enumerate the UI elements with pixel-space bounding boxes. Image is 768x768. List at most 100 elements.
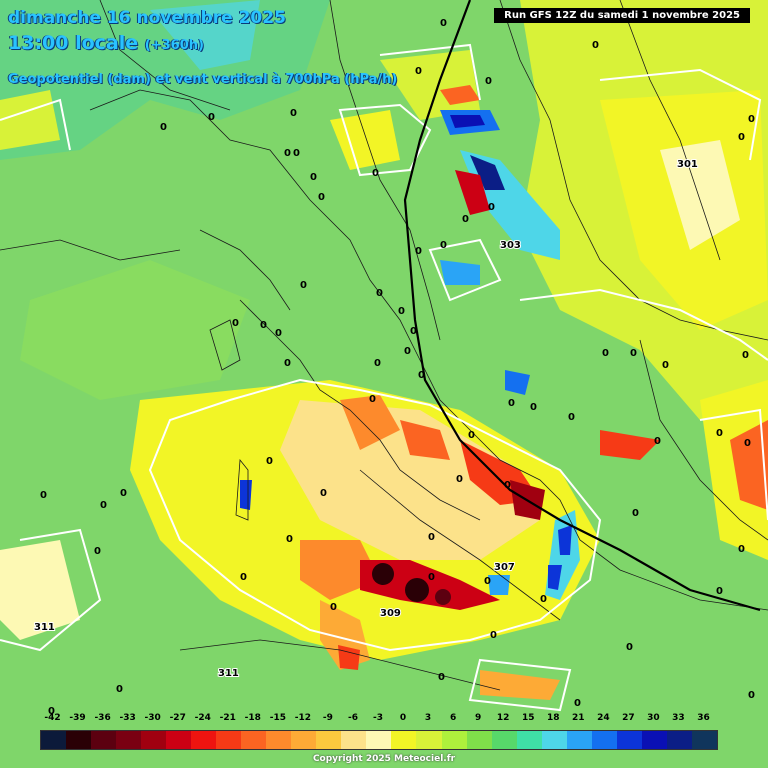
legend-color-cell — [416, 731, 442, 749]
legend-color-cell — [666, 731, 692, 749]
legend-color-cell — [341, 731, 367, 749]
zero-label: 0 — [160, 122, 167, 133]
zero-label: 0 — [742, 350, 749, 361]
zero-label: 0 — [568, 412, 575, 423]
legend-tick-label: -39 — [69, 713, 86, 723]
zero-label: 0 — [284, 148, 291, 159]
zero-label: 0 — [404, 346, 411, 357]
zero-label: 0 — [738, 132, 745, 143]
legend-color-cell — [216, 731, 242, 749]
legend-tick-label: 18 — [546, 713, 560, 723]
zero-label: 0 — [415, 66, 422, 77]
legend-tick-label: 21 — [572, 713, 585, 723]
zero-label: 0 — [592, 40, 599, 51]
forecast-date: dimanche 16 novembre 2025 — [8, 8, 286, 28]
legend-color-cell — [191, 731, 217, 749]
zero-label: 0 — [508, 398, 515, 409]
legend-color-cell — [691, 731, 717, 749]
zero-label: 0 — [290, 108, 297, 119]
zero-label: 0 — [540, 594, 547, 605]
zero-label: 0 — [310, 172, 317, 183]
legend-tick-label: 9 — [475, 713, 482, 723]
zero-label: 0 — [232, 318, 239, 329]
legend-tick-label: 0 — [399, 713, 407, 723]
legend-color-cell — [366, 731, 392, 749]
legend-color-cell — [116, 731, 142, 749]
zero-label: 0 — [744, 438, 751, 449]
zero-label: 0 — [100, 500, 107, 511]
legend-tick-label: -24 — [194, 713, 211, 723]
legend-tick-label: -15 — [269, 713, 286, 723]
legend-color-cell — [591, 731, 617, 749]
zero-label: 0 — [300, 280, 307, 291]
legend-color-cell — [541, 731, 567, 749]
legend-color-cell — [616, 731, 642, 749]
legend-tick-label: 36 — [697, 713, 710, 723]
zero-label: 0 — [574, 698, 581, 709]
zero-label: 0 — [398, 306, 405, 317]
zero-label: 0 — [284, 358, 291, 369]
zero-label: 0 — [462, 214, 469, 225]
zero-label: 0 — [428, 532, 435, 543]
zero-label: 0 — [275, 328, 282, 339]
run-badge: Run GFS 12Z du samedi 1 novembre 2025 — [494, 8, 750, 23]
color-legend: -42 -39 -36 -33 -30 -27 -24 -21 -18 -15 -12 -9 -6 -3 0… — [40, 713, 718, 751]
legend-tick-label: 27 — [622, 713, 635, 723]
legend-tick-label: -9 — [322, 713, 333, 723]
geopotential-label: 303 — [500, 240, 521, 251]
legend-tick-label: -3 — [373, 713, 383, 723]
legend-color-cell — [641, 731, 667, 749]
zero-label: 0 — [738, 544, 745, 555]
zero-label: 0 — [632, 508, 639, 519]
zero-label: 0 — [330, 602, 337, 613]
geopotential-label: 311 — [218, 668, 239, 679]
legend-color-cell — [66, 731, 92, 749]
legend-color-cell — [41, 731, 67, 749]
legend-color-cell — [141, 731, 167, 749]
legend-color-cell — [441, 731, 467, 749]
legend-color-cell — [466, 731, 492, 749]
legend-tick-label: -30 — [144, 713, 161, 723]
legend-tick-label: 24 — [597, 713, 610, 723]
legend-tick-label: 33 — [672, 713, 685, 723]
legend-tick-label: -21 — [219, 713, 236, 723]
zero-label: 0 — [438, 672, 445, 683]
coastlines — [0, 0, 768, 691]
zero-label: 0 — [484, 576, 491, 587]
geopotential-label: 307 — [494, 562, 515, 573]
zero-label: 0 — [662, 360, 669, 371]
legend-tick-label: -18 — [244, 713, 261, 723]
geopotential-label: 309 — [380, 608, 401, 619]
legend-colorbar — [40, 730, 718, 750]
zero-label: 0 — [260, 320, 267, 331]
legend-color-cell — [516, 731, 542, 749]
zero-label: 0 — [94, 546, 101, 557]
zero-label: 0 — [376, 288, 383, 299]
legend-color-cell — [291, 731, 317, 749]
zero-label: 0 — [602, 348, 609, 359]
zero-label: 0 — [654, 436, 661, 447]
legend-color-cell — [491, 731, 517, 749]
zero-label: 0 — [748, 114, 755, 125]
legend-color-cell — [316, 731, 342, 749]
zero-label: 0 — [456, 474, 463, 485]
geopotential-label: 301 — [677, 159, 698, 170]
legend-tick-label: 30 — [647, 713, 660, 723]
zero-label: 0 — [440, 18, 447, 29]
zero-label: 0 — [410, 326, 417, 337]
legend-tick-label: 6 — [449, 713, 457, 723]
zero-label: 0 — [48, 706, 55, 717]
legend-tick-label: -27 — [169, 713, 186, 723]
legend-tick-label: -36 — [94, 713, 111, 723]
legend-tick-label: -33 — [119, 713, 136, 723]
zero-label: 0 — [428, 572, 435, 583]
zero-label: 0 — [116, 684, 123, 695]
zero-label: 0 — [266, 456, 273, 467]
zero-label: 0 — [293, 148, 300, 159]
legend-color-cell — [166, 731, 192, 749]
zero-label: 0 — [208, 112, 215, 123]
zero-label: 0 — [490, 630, 497, 641]
zero-label: 0 — [488, 202, 495, 213]
zero-label: 0 — [369, 394, 376, 405]
